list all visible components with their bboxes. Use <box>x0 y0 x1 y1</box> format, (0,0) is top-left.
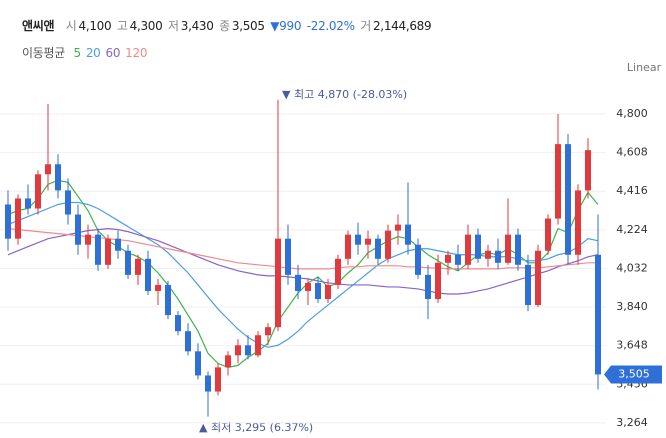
candle-body <box>365 238 371 245</box>
candle-body <box>115 238 121 251</box>
plot <box>5 99 601 417</box>
candle-body <box>145 258 151 291</box>
high-value: 4,300 <box>129 19 163 33</box>
y-tick-label: 4,224 <box>616 223 648 236</box>
candle-body <box>355 234 361 245</box>
change-rate: -22.02% <box>306 19 355 33</box>
candle-body <box>275 238 281 328</box>
y-tick-label: 3,648 <box>616 339 648 352</box>
candle-body <box>235 345 241 356</box>
ma-line <box>7 228 598 270</box>
candle-body <box>15 198 21 239</box>
stock-name: 앤씨앤 <box>22 19 55 33</box>
ma-line <box>7 228 599 295</box>
y-tick-label: 3,264 <box>616 416 648 429</box>
candle-body <box>495 250 501 263</box>
candle-body <box>445 254 451 263</box>
candle-body <box>25 198 31 209</box>
change: ▼990 <box>270 19 302 33</box>
candle-body <box>135 258 141 275</box>
legend-entry: 5 <box>73 46 81 60</box>
candle-body <box>55 164 61 191</box>
candle-body <box>305 282 311 291</box>
close-label: 종 <box>219 19 230 33</box>
candle-body <box>265 327 271 336</box>
price-tag <box>604 365 662 384</box>
open-value: 4,100 <box>78 19 112 33</box>
candle-body <box>85 234 91 245</box>
quote-header: 앤씨앤 시 4,100 고 4,300 저 3,430 종 3,505 ▼990 -22… <box>22 17 433 34</box>
candle-body <box>315 282 321 300</box>
candle-body <box>35 174 41 209</box>
y-tick-label: 4,800 <box>616 107 648 120</box>
high-label: 고 <box>116 19 128 33</box>
y-tick-label: 3,840 <box>616 300 648 313</box>
candle-body <box>475 234 481 259</box>
volume-value: 2,144,689 <box>372 19 432 33</box>
candle-body <box>515 234 521 265</box>
candle-body <box>45 164 51 175</box>
candle-body <box>555 144 561 219</box>
candle-body <box>435 262 441 300</box>
candle-body <box>395 224 401 231</box>
candle-body <box>255 335 261 356</box>
ma-label: 이동평균 <box>22 46 65 60</box>
candle-body <box>565 144 571 255</box>
low-annotation: ▲ 최저 3,295 (6.37%) <box>199 421 313 434</box>
price-tag-label: 3,505 <box>618 367 650 380</box>
open-label: 시 <box>65 19 77 33</box>
candle-body <box>5 204 11 239</box>
candle-body <box>215 367 221 392</box>
y-tick-label: 4,608 <box>616 146 648 159</box>
candle-body <box>195 351 201 376</box>
candle-body <box>525 264 531 306</box>
legend-entry: 120 <box>125 46 148 60</box>
candle-body <box>505 234 511 263</box>
candle-body <box>485 250 491 259</box>
candle-body <box>185 331 191 352</box>
candle-body <box>385 230 391 259</box>
candle-body <box>465 234 471 265</box>
candle-body <box>415 244 421 275</box>
volume-label: 거 <box>360 19 371 33</box>
candle-body <box>295 274 301 291</box>
y-tick-label: 4,032 <box>616 261 648 274</box>
candle-body <box>65 190 71 215</box>
candle-body <box>285 238 291 275</box>
candle-body <box>375 238 381 259</box>
candle-body <box>535 250 541 306</box>
candle-body <box>335 258 341 285</box>
candle-body <box>575 190 581 255</box>
high-annotation: ▼ 최고 4,870 (-28.03%) <box>282 88 407 101</box>
low-label: 저 <box>168 19 179 33</box>
candle-body <box>175 315 181 332</box>
candle-body <box>245 345 251 356</box>
y-tick-label: 4,416 <box>616 184 648 197</box>
legend-entry: 20 <box>85 46 101 60</box>
candle-body <box>165 284 171 316</box>
candle-body <box>405 224 411 245</box>
candle-body <box>595 254 601 375</box>
ma-line <box>7 201 599 348</box>
legend-entry: 60 <box>105 46 121 60</box>
candle-body <box>205 375 211 392</box>
candle-body <box>95 234 101 265</box>
scale-label: Linear <box>627 61 662 74</box>
candle-body <box>125 250 131 275</box>
candle-body <box>325 284 331 300</box>
close-value: 3,505 <box>231 19 265 33</box>
ma-legend: 이동평균 5 20 60 120 <box>22 44 149 61</box>
low-value: 3,430 <box>180 19 214 33</box>
candle-body <box>155 284 161 291</box>
candle-body <box>455 254 461 265</box>
candle-body <box>545 218 551 251</box>
candle-body <box>585 150 591 191</box>
candle-body <box>75 214 81 245</box>
candle-body <box>105 238 111 265</box>
candle-body <box>225 355 231 368</box>
candle-body <box>345 234 351 259</box>
candle-body <box>425 274 431 300</box>
